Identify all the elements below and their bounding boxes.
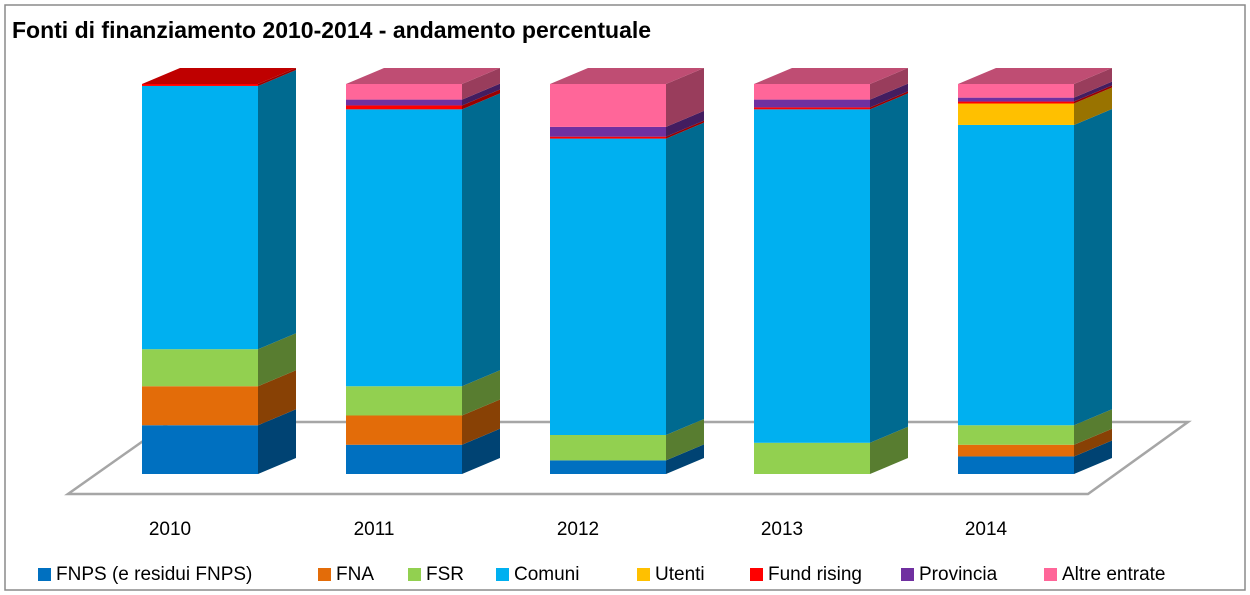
bar-side — [1074, 108, 1112, 426]
bar-segment — [958, 101, 1074, 104]
bar-side — [666, 419, 704, 461]
bar-segment — [754, 84, 870, 100]
bar-segment — [958, 84, 1074, 98]
bar-side — [1074, 428, 1112, 457]
bar-top — [346, 68, 500, 84]
bar-segment — [550, 460, 666, 474]
bar-segment — [346, 415, 462, 445]
bar-side — [462, 89, 500, 110]
bar-segment — [550, 84, 666, 127]
bar-side — [1074, 87, 1112, 125]
bar-top — [958, 68, 1112, 84]
bar-side — [1074, 85, 1112, 104]
bar-side — [870, 68, 908, 100]
bar-side — [258, 409, 296, 474]
floor — [64, 420, 1192, 496]
legend-label: Comuni — [514, 564, 579, 585]
legend-swatch — [637, 568, 650, 581]
bar-segment — [958, 425, 1074, 445]
bar-side — [462, 83, 500, 106]
bar-side — [462, 370, 500, 416]
bar-side — [870, 426, 908, 474]
bar-side — [462, 399, 500, 445]
chart-title: Fonti di finanziamento 2010-2014 - andam… — [12, 17, 651, 43]
bar-segment — [958, 97, 1074, 102]
bar-side — [1074, 81, 1112, 102]
legend-swatch — [318, 568, 331, 581]
bar-side — [258, 69, 296, 350]
bar-side — [1074, 68, 1112, 98]
bar-side — [666, 68, 704, 127]
bar-segment — [958, 103, 1074, 125]
x-tick-label: 2013 — [761, 519, 803, 540]
x-tick-label: 2010 — [149, 519, 191, 540]
x-tick-label: 2012 — [557, 519, 599, 540]
bar-top — [754, 68, 908, 84]
bar-side — [870, 83, 908, 108]
bar-segment — [346, 99, 462, 106]
bar-segment — [958, 124, 1074, 426]
bar-segment — [754, 442, 870, 474]
bar-side — [1074, 409, 1112, 445]
bar-segment — [958, 444, 1074, 457]
bar-segment — [346, 109, 462, 387]
bar-side — [666, 120, 704, 139]
bar-segment — [346, 105, 462, 110]
legend-swatch — [901, 568, 914, 581]
bar-segment — [550, 138, 666, 435]
bar-segment — [958, 456, 1074, 474]
bar-top — [550, 68, 704, 84]
bar-segment — [142, 84, 258, 86]
legend-label: FNPS (e residui FNPS) — [56, 564, 252, 585]
bar-side — [462, 93, 500, 387]
legend-swatch — [750, 568, 763, 581]
legend-swatch — [496, 568, 509, 581]
bar-side — [870, 91, 908, 110]
bar-side — [258, 68, 296, 86]
bar-side — [258, 370, 296, 426]
bar-segment — [142, 386, 258, 426]
bar-side — [258, 333, 296, 387]
legend-swatch — [38, 568, 51, 581]
x-tick-label: 2014 — [965, 519, 1008, 540]
bar-segment — [346, 386, 462, 416]
bar-segment — [142, 349, 258, 387]
legend-swatch — [408, 568, 421, 581]
legend-label: Provincia — [919, 564, 998, 585]
bar-side — [462, 428, 500, 474]
legend-label: FNA — [336, 564, 374, 585]
bar-side — [666, 122, 704, 435]
bar-segment — [550, 126, 666, 137]
legend-label: Altre entrate — [1062, 564, 1166, 585]
bar-segment — [550, 136, 666, 139]
bar-segment — [142, 425, 258, 474]
bar-segment — [346, 84, 462, 100]
bar-segment — [754, 99, 870, 108]
bar-side — [870, 93, 908, 443]
bar-segment — [754, 109, 870, 443]
legend-label: Utenti — [655, 564, 705, 585]
bar-side — [462, 68, 500, 100]
bar-segment — [550, 435, 666, 461]
x-tick-label: 2011 — [354, 519, 395, 540]
bar-side — [666, 110, 704, 137]
bar-segment — [754, 107, 870, 110]
bar-segment — [142, 85, 258, 350]
legend-label: FSR — [426, 564, 464, 585]
bar-side — [1074, 440, 1112, 474]
legend-label: Fund rising — [768, 564, 862, 585]
bar-top — [142, 68, 296, 84]
legend-swatch — [1044, 568, 1057, 581]
bar-segment — [346, 444, 462, 474]
bar-side — [666, 444, 704, 474]
